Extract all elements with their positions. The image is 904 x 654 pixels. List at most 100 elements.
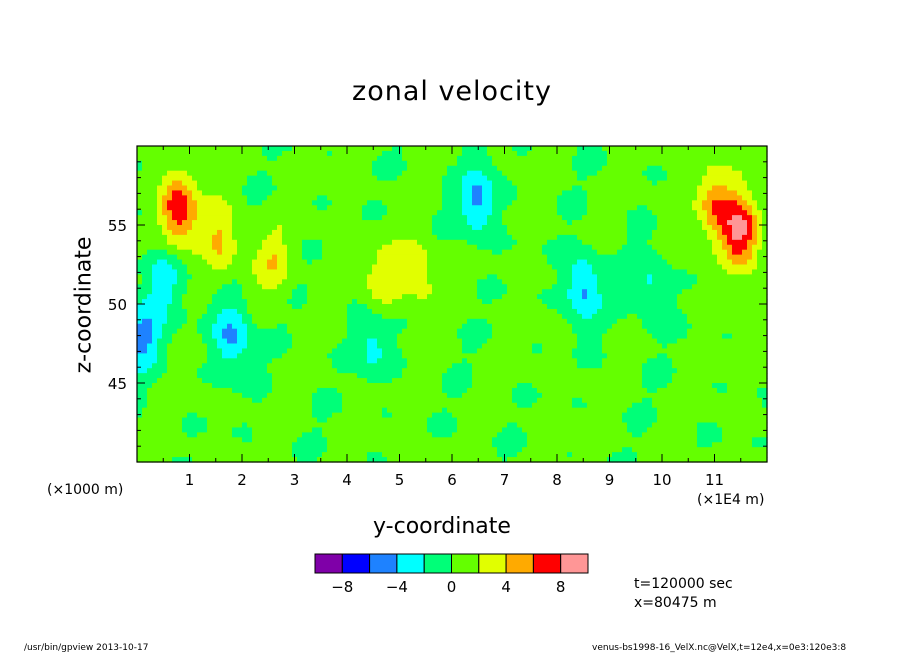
heatmap-cell xyxy=(232,407,238,414)
heatmap-cell xyxy=(517,437,523,443)
heatmap-cell xyxy=(232,225,238,231)
heatmap-cell xyxy=(267,358,273,364)
heatmap-cell xyxy=(382,343,388,350)
heatmap-cell xyxy=(257,432,263,438)
heatmap-cell xyxy=(477,323,483,330)
heatmap-cell xyxy=(447,383,453,389)
heatmap-cell xyxy=(312,210,318,216)
heatmap-cell xyxy=(302,195,308,201)
heatmap-cell xyxy=(427,190,433,196)
heatmap-cell xyxy=(252,259,258,266)
heatmap-cell xyxy=(327,155,333,162)
heatmap-cell xyxy=(137,442,143,448)
heatmap-cell xyxy=(362,308,368,315)
heatmap-cell xyxy=(227,437,233,443)
heatmap-cell xyxy=(292,308,298,315)
heatmap-cell xyxy=(367,387,373,394)
heatmap-cell xyxy=(152,323,158,330)
heatmap-cell xyxy=(512,397,518,404)
heatmap-cell xyxy=(227,442,233,448)
heatmap-cell xyxy=(177,402,183,409)
heatmap-cell xyxy=(167,244,173,251)
heatmap-cell xyxy=(412,323,418,330)
heatmap-cell xyxy=(507,249,513,256)
heatmap-cell xyxy=(252,299,258,305)
heatmap-cell xyxy=(387,412,393,419)
heatmap-cell xyxy=(307,146,313,152)
heatmap-cell xyxy=(447,284,453,290)
heatmap-cell xyxy=(462,318,468,325)
heatmap-cell xyxy=(367,318,373,325)
heatmap-cell xyxy=(232,229,238,236)
heatmap-cell xyxy=(512,412,518,419)
heatmap-cell xyxy=(192,210,198,216)
heatmap-cell xyxy=(382,353,388,359)
heatmap-cell xyxy=(242,412,248,419)
heatmap-cell xyxy=(492,146,498,152)
heatmap-cell xyxy=(292,323,298,330)
heatmap-cell xyxy=(467,274,473,280)
heatmap-cell xyxy=(382,402,388,409)
heatmap-cell xyxy=(342,422,348,429)
heatmap-cell xyxy=(342,343,348,350)
heatmap-cell xyxy=(347,373,353,379)
heatmap-cell xyxy=(257,368,263,374)
heatmap-cell xyxy=(292,244,298,251)
heatmap-cell xyxy=(422,150,428,157)
heatmap-cell xyxy=(492,170,498,177)
heatmap-cell xyxy=(512,363,518,369)
heatmap-cell xyxy=(447,259,453,266)
heatmap-cell xyxy=(352,383,358,389)
heatmap-cell xyxy=(282,259,288,266)
heatmap-cell xyxy=(442,274,448,280)
heatmap-cell xyxy=(477,210,483,216)
heatmap-cell xyxy=(267,323,273,330)
heatmap-cell xyxy=(332,417,338,424)
heatmap-cell xyxy=(402,254,408,261)
heatmap-cell xyxy=(277,185,283,192)
heatmap-cell xyxy=(387,299,393,305)
heatmap-cell xyxy=(392,333,398,340)
heatmap-cell xyxy=(247,180,253,187)
heatmap-cell xyxy=(322,427,328,433)
heatmap-cell xyxy=(417,417,423,424)
heatmap-cell xyxy=(257,333,263,340)
heatmap-cell xyxy=(372,170,378,177)
heatmap-cell xyxy=(372,229,378,236)
heatmap-cell xyxy=(142,368,148,374)
heatmap-cell xyxy=(202,373,208,379)
heatmap-cell xyxy=(402,447,408,453)
heatmap-cell xyxy=(192,244,198,251)
heatmap-cell xyxy=(517,333,523,340)
heatmap-cell xyxy=(452,215,458,221)
heatmap-cell xyxy=(497,289,503,295)
heatmap-cell xyxy=(137,447,143,453)
heatmap-cell xyxy=(427,412,433,419)
heatmap-cell xyxy=(487,264,493,271)
heatmap-cell xyxy=(522,323,528,330)
heatmap-cell xyxy=(317,210,323,216)
heatmap-cell xyxy=(452,437,458,443)
heatmap-cell xyxy=(197,333,203,340)
heatmap-cell xyxy=(397,427,403,433)
heatmap-cell xyxy=(162,289,168,295)
heatmap-cell xyxy=(502,397,508,404)
heatmap-cell xyxy=(332,308,338,315)
heatmap-cell xyxy=(482,239,488,246)
heatmap-cell xyxy=(497,264,503,271)
heatmap-cell xyxy=(312,427,318,433)
heatmap-cell xyxy=(277,269,283,275)
heatmap-cell xyxy=(452,180,458,187)
heatmap-cell xyxy=(522,378,528,384)
heatmap-cell xyxy=(217,437,223,443)
heatmap-cell xyxy=(247,407,253,414)
heatmap-cell xyxy=(207,234,213,241)
heatmap-cell xyxy=(197,407,203,414)
heatmap-cell xyxy=(427,318,433,325)
heatmap-cell xyxy=(502,447,508,453)
heatmap-cell xyxy=(502,254,508,261)
heatmap-cell xyxy=(462,279,468,285)
heatmap-cell xyxy=(437,308,443,315)
heatmap-cell xyxy=(322,368,328,374)
heatmap-cell xyxy=(417,289,423,295)
